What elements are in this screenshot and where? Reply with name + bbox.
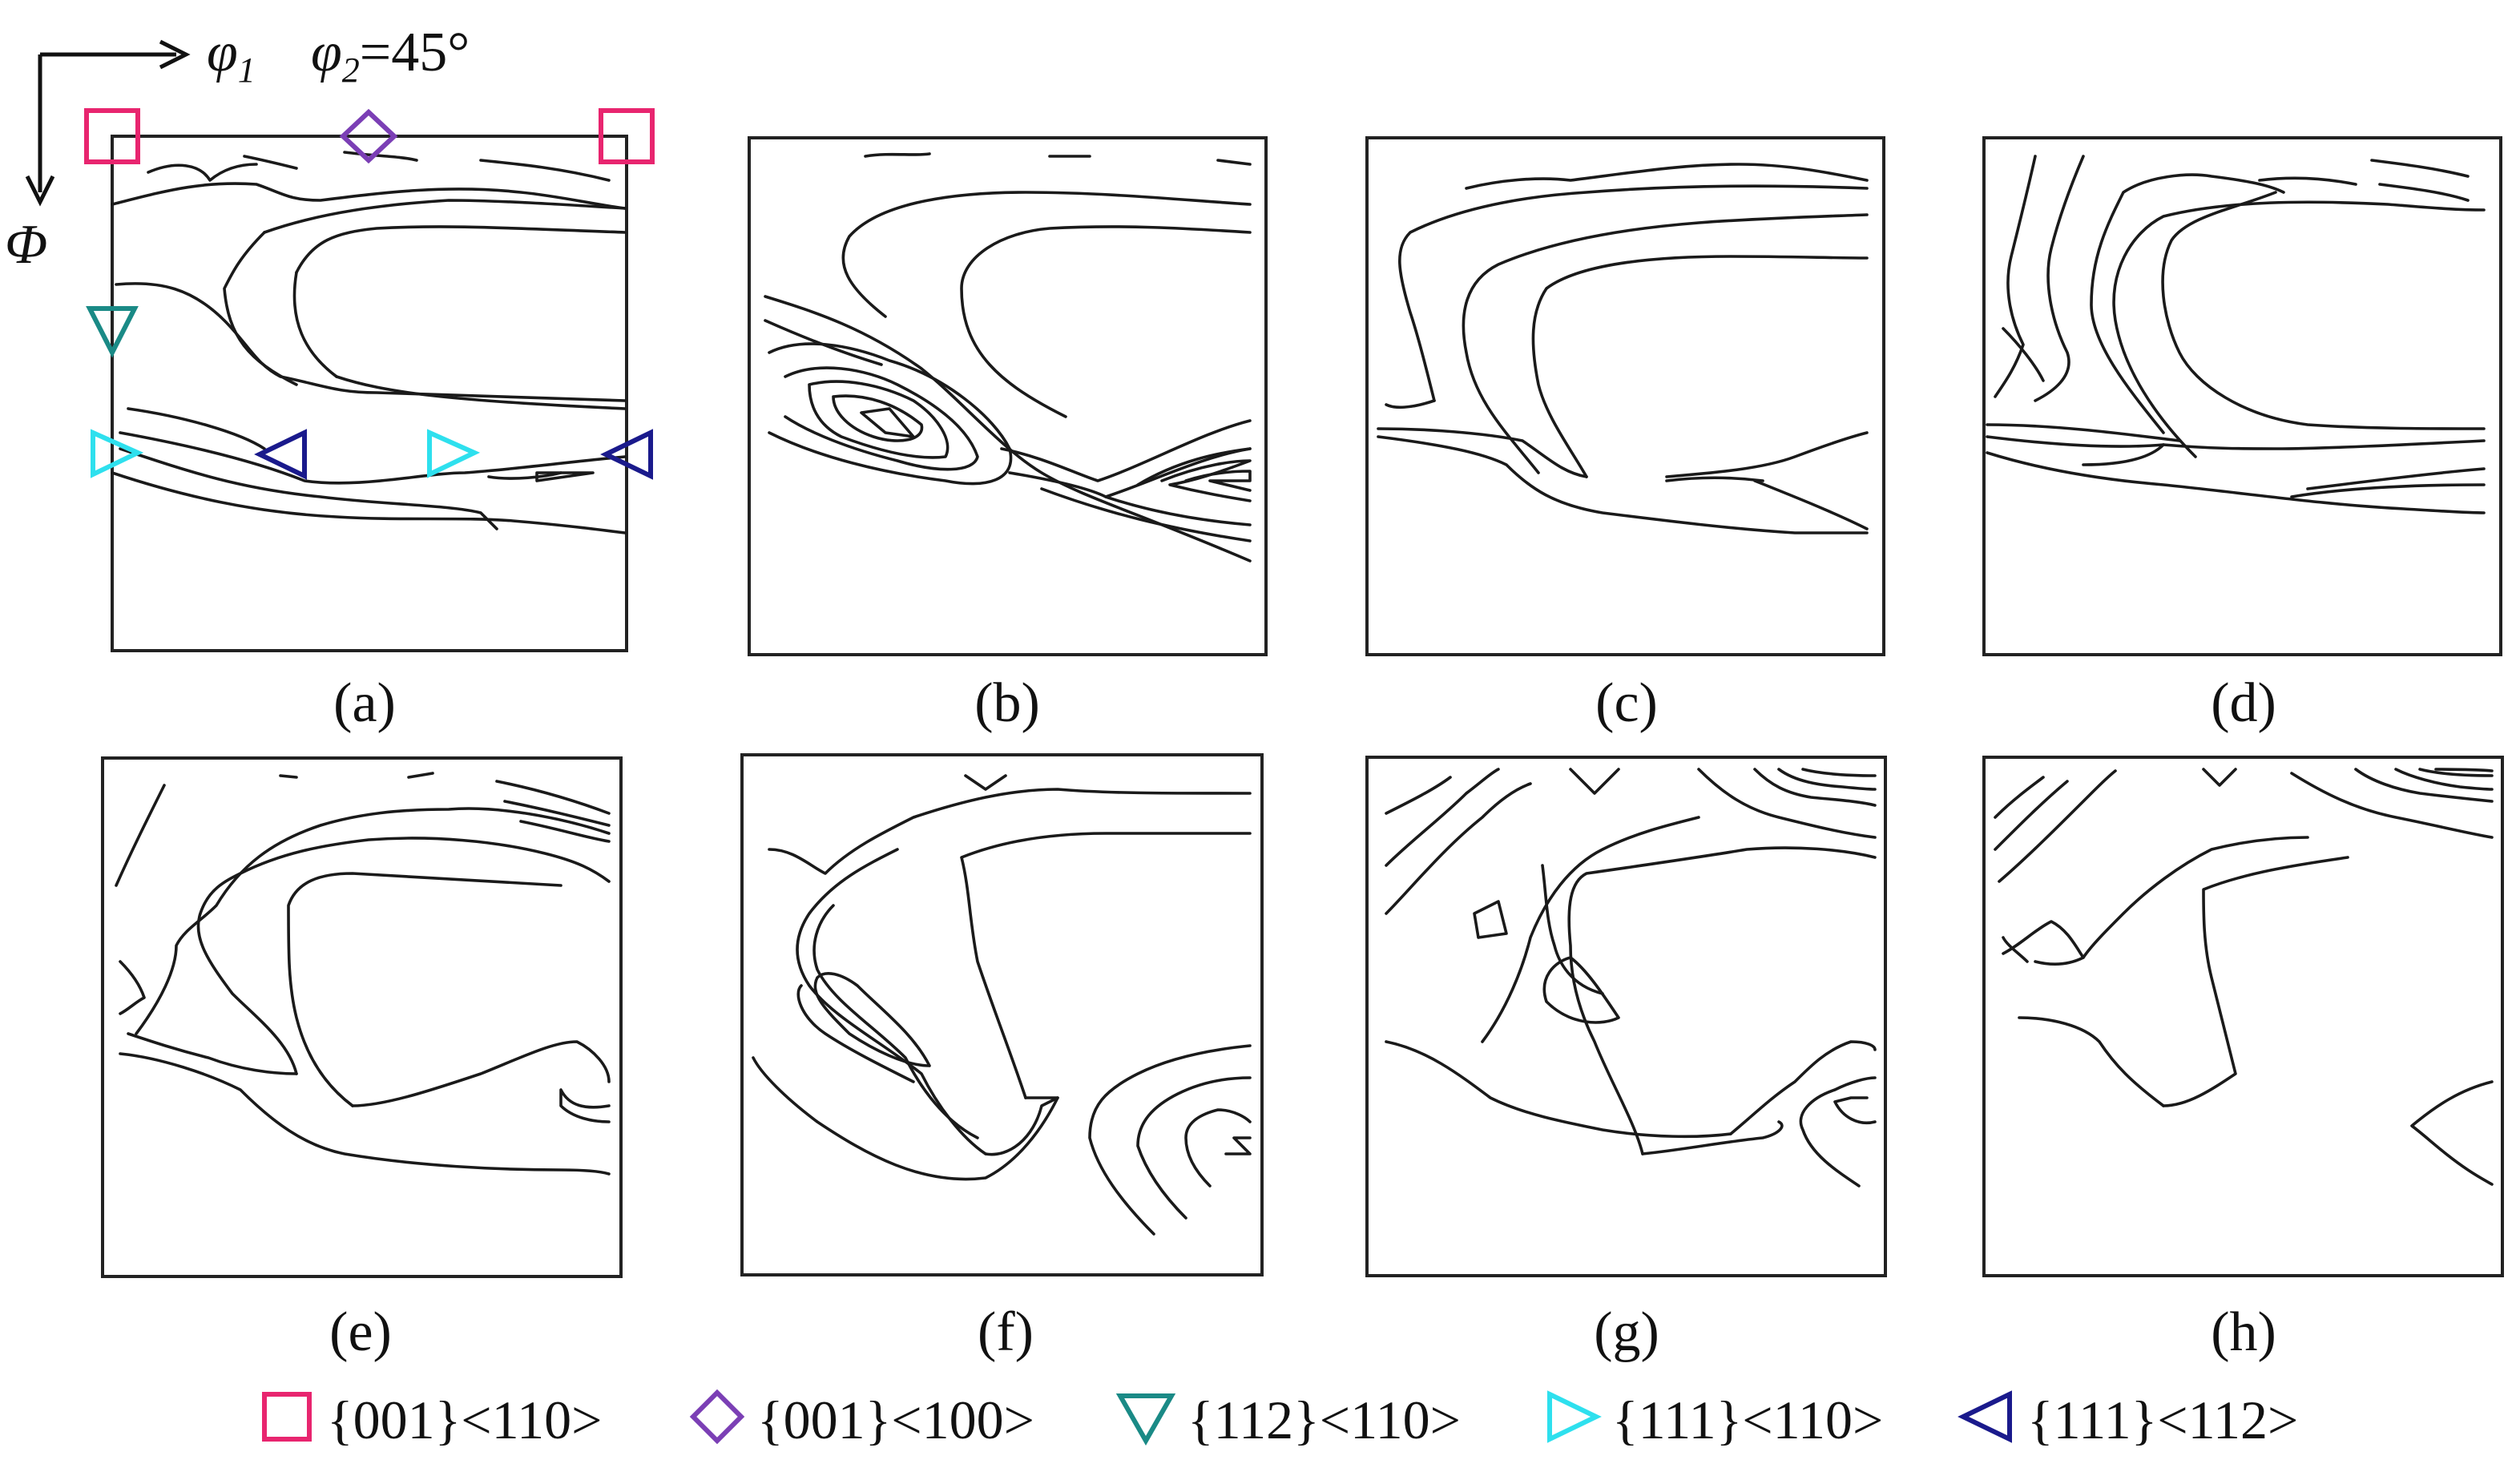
contour-lines <box>1994 768 2494 1186</box>
panel-frame <box>1982 756 2504 1277</box>
square-icon <box>599 108 655 164</box>
odf-panel-a: (a) <box>84 108 655 734</box>
triangle-down-icon <box>1115 1393 1176 1446</box>
legend-label: {001}<100> <box>757 1389 1034 1450</box>
square-icon <box>84 108 140 164</box>
odf-panel-d: (d) <box>1982 136 2502 734</box>
panel-caption: (g) <box>1594 1301 1659 1363</box>
panel-caption: (a) <box>333 672 396 734</box>
panel-caption: (d) <box>2211 672 2276 734</box>
panel-caption: (h) <box>2211 1301 2276 1363</box>
triangle-right-icon <box>427 429 481 478</box>
legend-item: {001}<110> <box>262 1389 602 1450</box>
triangle-right-icon <box>1547 1390 1602 1443</box>
legend-label: {111}<110> <box>1612 1389 1883 1450</box>
triangle-left-icon <box>254 429 307 480</box>
panel-frame <box>111 135 628 652</box>
triangle-left-icon <box>1958 1390 2012 1443</box>
contour-lines <box>1986 155 2486 514</box>
legend: {001}<110> {001}<100> {112}<110> {111}<1… <box>262 1389 2298 1450</box>
panel-frame <box>1982 136 2502 656</box>
panel-caption: (e) <box>329 1301 392 1363</box>
axis-indicator: φ1 φ2=45° Φ <box>5 22 470 276</box>
triangle-right-icon <box>91 429 144 478</box>
triangle-left-icon <box>600 429 653 480</box>
panel-caption: (c) <box>1595 672 1658 734</box>
contour-lines <box>1377 163 1869 534</box>
phi2-section-label: φ2=45° <box>311 22 470 90</box>
contour-lines <box>752 774 1252 1236</box>
phi1-axis-label: φ1 <box>207 22 256 90</box>
panel-frame <box>748 136 1268 656</box>
odf-panel-h: (h) <box>1982 756 2504 1363</box>
legend-item: {111}<110> <box>1547 1389 1883 1450</box>
triangle-down-icon <box>86 306 139 358</box>
legend-item: {112}<110> <box>1115 1389 1461 1450</box>
panel-frame <box>1365 136 1885 656</box>
odf-panel-c: (c) <box>1365 136 1885 734</box>
legend-item: {001}<100> <box>689 1389 1034 1450</box>
panel-caption: (b) <box>974 672 1040 734</box>
contour-lines <box>115 772 611 1176</box>
contour-lines <box>764 152 1252 563</box>
square-icon <box>262 1392 312 1442</box>
legend-label: {112}<110> <box>1187 1389 1461 1450</box>
Phi-axis-label: Φ <box>5 214 47 276</box>
legend-label: {111}<112> <box>2027 1389 2298 1450</box>
panel-frame <box>740 753 1264 1276</box>
odf-panel-b: (b) <box>748 136 1268 734</box>
diamond-icon <box>339 108 398 164</box>
panel-caption: (f) <box>978 1301 1034 1363</box>
legend-item: {111}<112> <box>1958 1389 2298 1450</box>
odf-panel-g: (g) <box>1365 756 1887 1363</box>
texture-markers <box>84 108 655 480</box>
odf-panel-f: (f) <box>740 753 1264 1363</box>
panel-frame <box>101 756 623 1278</box>
diamond-icon <box>689 1389 745 1445</box>
legend-label: {001}<110> <box>327 1389 602 1450</box>
panel-frame <box>1365 756 1887 1277</box>
contour-lines <box>111 151 627 534</box>
contour-lines <box>1385 768 1877 1188</box>
odf-panel-e: (e) <box>101 756 623 1363</box>
